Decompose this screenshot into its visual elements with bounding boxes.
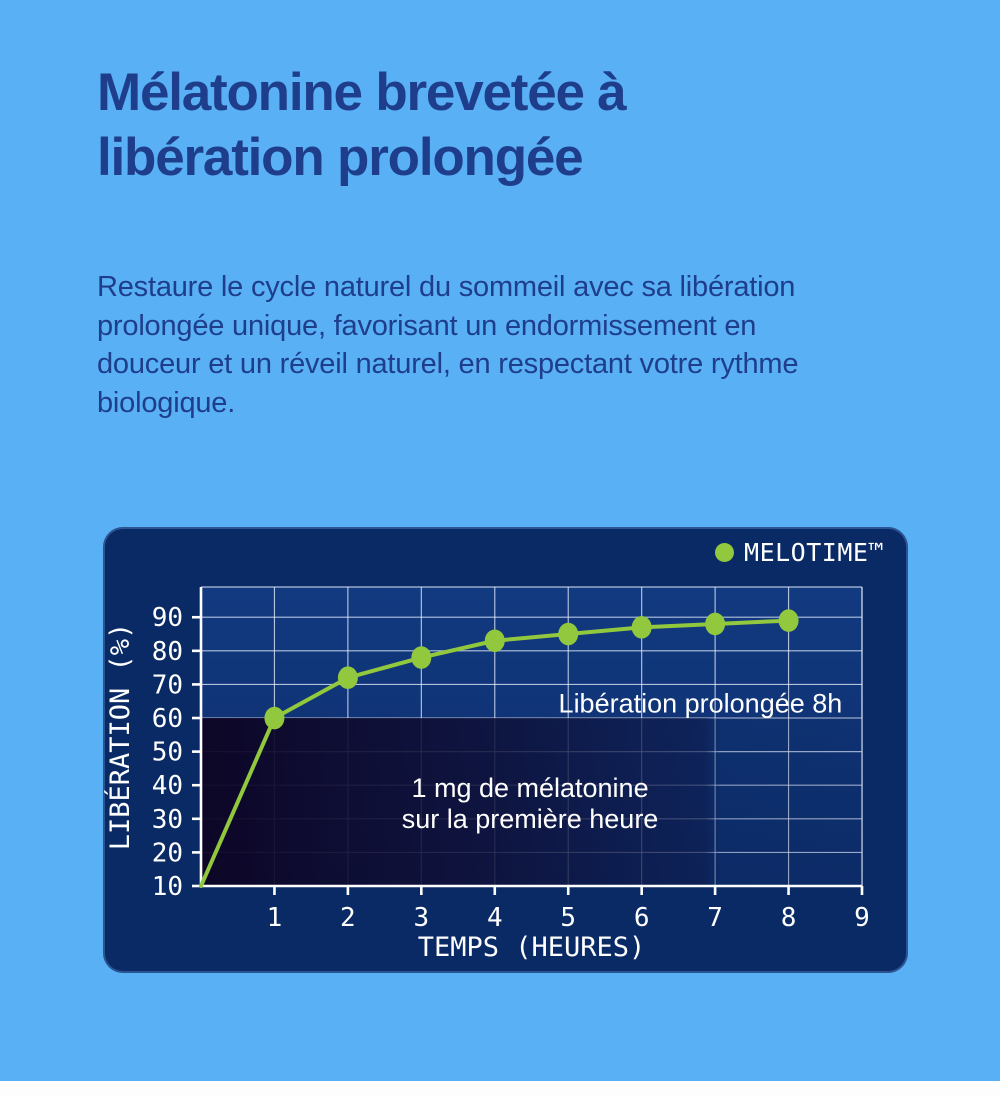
description-line: Restaure le cycle naturel du sommeil ave… — [97, 271, 796, 303]
description-line: biologique. — [97, 386, 236, 419]
data-point-5h — [558, 622, 579, 646]
y-tick-label: 60 — [152, 704, 183, 734]
shaded-region — [201, 718, 862, 886]
description-line: prolongée unique, favorisant un endormis… — [97, 309, 757, 342]
x-tick-label: 8 — [781, 903, 797, 933]
bottom-strip — [0, 1081, 1000, 1096]
data-point-6h — [631, 616, 652, 639]
x-tick-label: 3 — [414, 903, 430, 933]
y-tick-label: 90 — [152, 603, 183, 633]
legend-label: MELOTIME™ — [744, 538, 884, 567]
y-tick-label: 30 — [152, 805, 183, 835]
x-tick-label: 4 — [487, 903, 503, 933]
data-point-7h — [705, 612, 726, 636]
description-line: douceur et un réveil naturel, en respect… — [97, 348, 799, 381]
annotation-2: sur la première heure — [402, 804, 659, 834]
page-title: Mélatonine brevetée à libération prolong… — [97, 60, 627, 190]
data-point-2h — [337, 666, 358, 690]
chart-legend: MELOTIME™ — [715, 538, 884, 567]
data-point-3h — [411, 646, 432, 669]
page-title-line1: Mélatonine brevetée à — [97, 63, 627, 122]
x-tick-label: 7 — [707, 903, 723, 933]
x-tick-label: 1 — [267, 903, 283, 933]
data-point-1h — [264, 706, 285, 730]
annotation-1: 1 mg de mélatonine — [411, 773, 648, 803]
axes — [192, 587, 864, 895]
x-tick-label: 2 — [340, 903, 356, 933]
x-tick-label: 9 — [854, 903, 870, 933]
chart-panel: 10 20 30 40 50 60 70 80 90 1 2 3 4 5 6 7 8 9 TEMPS (HEURES… — [103, 527, 908, 973]
page-title-line2: libération prolongée — [97, 128, 584, 187]
description: Restaure le cycle naturel du sommeil ave… — [97, 268, 798, 422]
x-tick-label: 5 — [560, 903, 576, 933]
y-tick-label: 40 — [152, 771, 183, 801]
y-axis-title: LIBÉRATION (%) — [104, 623, 136, 851]
y-tick-label: 10 — [152, 872, 183, 902]
x-axis-title: TEMPS (HEURES) — [418, 932, 646, 963]
y-tick-label: 80 — [152, 637, 183, 667]
y-tick-label: 50 — [152, 738, 183, 768]
y-tick-label: 70 — [152, 670, 183, 700]
legend-marker-icon — [715, 543, 735, 562]
data-point-4h — [484, 629, 505, 653]
data-point-8h — [778, 609, 799, 632]
annotation-0: Libération prolongée 8h — [559, 689, 843, 719]
y-tick-label: 20 — [152, 838, 183, 868]
x-tick-label: 6 — [634, 903, 650, 933]
